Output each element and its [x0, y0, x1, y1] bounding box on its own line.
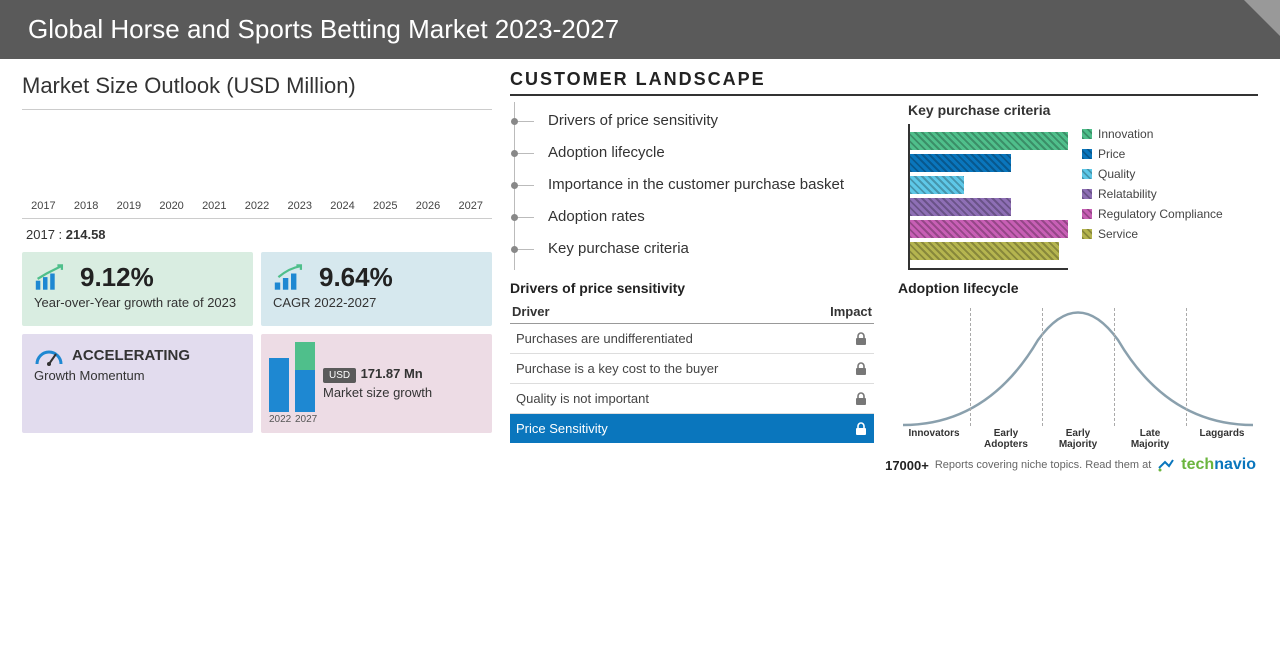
growth-mini-chart: 20222027 — [269, 342, 315, 425]
left-column: Market Size Outlook (USD Million) 201720… — [22, 69, 492, 450]
bullet-item: Key purchase criteria — [510, 234, 888, 266]
right-column: CUSTOMER LANDSCAPE Drivers of price sens… — [510, 69, 1258, 450]
kpc-title: Key purchase criteria — [908, 102, 1258, 118]
kpc-legend-item: Price — [1082, 144, 1258, 164]
yoy-label: Year-over-Year growth rate of 2023 — [34, 295, 241, 311]
yoy-value: 9.12% — [80, 262, 154, 293]
outlook-title: Market Size Outlook (USD Million) — [22, 73, 492, 99]
technavio-logo-icon — [1157, 456, 1175, 474]
adoption-title: Adoption lifecycle — [898, 280, 1258, 296]
customer-bullets: Drivers of price sensitivityAdoption lif… — [510, 102, 888, 270]
bullet-item: Importance in the customer purchase bask… — [510, 170, 888, 202]
kpc-legend-item: Regulatory Compliance — [1082, 204, 1258, 224]
page-title: Global Horse and Sports Betting Market 2… — [28, 14, 619, 44]
drivers-title: Drivers of price sensitivity — [510, 280, 874, 296]
growth-label: Market size growth — [323, 385, 484, 401]
kpc-legend-item: Quality — [1082, 164, 1258, 184]
kpc-legend-item: Innovation — [1082, 124, 1258, 144]
base-year-value: 2017 : 214.58 — [22, 219, 492, 252]
drivers-panel: Drivers of price sensitivity DriverImpac… — [510, 280, 874, 450]
trend-up-icon — [34, 264, 70, 292]
driver-row: Quality is not important — [510, 384, 874, 414]
lock-icon — [854, 362, 868, 376]
market-size-bar-chart: 2017201820192020202120222023202420252026… — [22, 109, 492, 219]
kpc-legend: InnovationPriceQualityRelatabilityRegula… — [1082, 124, 1258, 270]
momentum-title: ACCELERATING — [72, 347, 190, 364]
driver-row: Purchases are undifferentiated — [510, 324, 874, 354]
gauge-icon — [34, 344, 64, 366]
stat-cards: 9.12% Year-over-Year growth rate of 2023… — [22, 252, 492, 433]
footer: 17000+ Reports covering niche topics. Re… — [0, 450, 1280, 474]
bullet-item: Drivers of price sensitivity — [510, 106, 888, 138]
kpc-bar — [910, 198, 1011, 216]
growth-card: 20222027 USD 171.87 Mn Market size growt… — [261, 334, 492, 433]
kpc-bar — [910, 242, 1059, 260]
lock-icon — [854, 392, 868, 406]
lock-icon — [854, 422, 868, 436]
driver-row: Purchase is a key cost to the buyer — [510, 354, 874, 384]
momentum-card: ACCELERATING Growth Momentum — [22, 334, 253, 433]
cagr-label: CAGR 2022-2027 — [273, 295, 480, 311]
adoption-curve: InnovatorsEarlyAdoptersEarlyMajorityLate… — [898, 300, 1258, 450]
drivers-highlight-row: Price Sensitivity — [510, 414, 874, 443]
kpc-bar — [910, 220, 1068, 238]
main-content: Market Size Outlook (USD Million) 201720… — [0, 59, 1280, 450]
bullet-item: Adoption lifecycle — [510, 138, 888, 170]
drivers-table-head: DriverImpact — [510, 300, 874, 324]
yoy-card: 9.12% Year-over-Year growth rate of 2023 — [22, 252, 253, 326]
kpc-legend-item: Service — [1082, 224, 1258, 244]
page-header: Global Horse and Sports Betting Market 2… — [0, 0, 1280, 59]
bullet-item: Adoption rates — [510, 202, 888, 234]
growth-bars-icon — [273, 264, 309, 292]
lock-icon — [854, 332, 868, 346]
momentum-label: Growth Momentum — [34, 368, 241, 384]
kpc-bar-chart — [908, 124, 1068, 270]
kpc-bar — [910, 132, 1068, 150]
cagr-value: 9.64% — [319, 262, 393, 293]
technavio-brand: technavio — [1181, 456, 1256, 474]
kpc-legend-item: Relatability — [1082, 184, 1258, 204]
kpc-bar — [910, 154, 1011, 172]
corner-fold-icon — [1244, 0, 1280, 36]
kpc-panel: Key purchase criteria InnovationPriceQua… — [908, 102, 1258, 270]
adoption-panel: Adoption lifecycle InnovatorsEarlyAdopte… — [898, 280, 1258, 450]
kpc-bar — [910, 176, 964, 194]
cagr-card: 9.64% CAGR 2022-2027 — [261, 252, 492, 326]
customer-landscape-title: CUSTOMER LANDSCAPE — [510, 69, 1258, 96]
